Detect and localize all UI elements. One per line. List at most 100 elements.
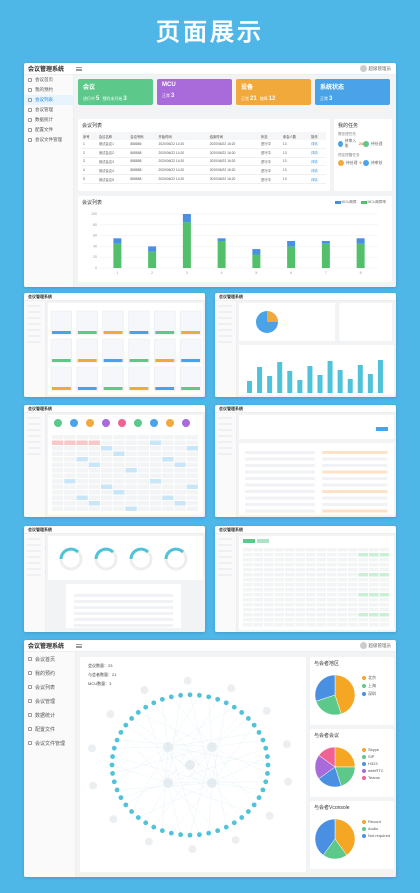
participant-node[interactable]	[110, 754, 115, 759]
search-button[interactable]	[376, 427, 388, 431]
bar-mcu-fault-rate[interactable]	[287, 241, 295, 246]
participant-node[interactable]	[178, 832, 183, 837]
participant-node[interactable]	[257, 795, 262, 800]
stat-card[interactable]: 系统状态 正常3	[315, 79, 390, 105]
participant-node[interactable]	[246, 809, 251, 814]
participant-node[interactable]	[123, 802, 128, 807]
participant-node[interactable]	[188, 833, 193, 838]
participant-node[interactable]	[115, 787, 120, 792]
participant-node[interactable]	[224, 825, 229, 830]
detail-link[interactable]: 详情	[310, 148, 326, 157]
bar-mcu-fault[interactable]	[252, 255, 260, 269]
participant-node[interactable]	[160, 828, 165, 833]
participant-node[interactable]	[246, 716, 251, 721]
participant-node[interactable]	[110, 771, 115, 776]
sidebar-item[interactable]: 会议管理	[24, 694, 75, 708]
participant-node[interactable]	[119, 730, 124, 735]
bar-mcu-fault-rate[interactable]	[148, 246, 156, 251]
participant-node[interactable]	[129, 716, 134, 721]
device-node[interactable]	[109, 815, 117, 823]
participant-node[interactable]	[239, 815, 244, 820]
device-node[interactable]	[88, 744, 96, 752]
stat-card[interactable]: 会议 进行中5 预约未开始3	[78, 79, 153, 105]
participant-node[interactable]	[197, 832, 202, 837]
participant-node[interactable]	[265, 754, 270, 759]
participant-node[interactable]	[265, 771, 270, 776]
menu-toggle-icon[interactable]	[76, 644, 82, 648]
participant-node[interactable]	[239, 710, 244, 715]
device-node[interactable]	[232, 836, 240, 844]
participant-node[interactable]	[261, 787, 266, 792]
sidebar-item[interactable]: 会议列表	[24, 95, 73, 105]
participant-node[interactable]	[252, 723, 257, 728]
sidebar-item[interactable]: 数据统计	[24, 708, 75, 722]
participant-node[interactable]	[178, 693, 183, 698]
device-node[interactable]	[106, 710, 114, 718]
participant-node[interactable]	[136, 815, 141, 820]
sidebar-item[interactable]: 会议首页	[24, 652, 75, 666]
bar-mcu-fault-rate[interactable]	[357, 238, 365, 243]
participant-node[interactable]	[257, 730, 262, 735]
detail-link[interactable]: 详情	[310, 157, 326, 166]
participant-node[interactable]	[266, 763, 271, 768]
stat-card[interactable]: MCU 正常3	[157, 79, 232, 105]
pie-slice[interactable]	[335, 747, 355, 767]
participant-node[interactable]	[215, 697, 220, 702]
participant-node[interactable]	[151, 700, 156, 705]
device-node[interactable]	[266, 812, 274, 820]
participant-node[interactable]	[263, 779, 268, 784]
participant-node[interactable]	[136, 710, 141, 715]
participant-node[interactable]	[143, 820, 148, 825]
sidebar-item[interactable]: 配置文件	[24, 722, 75, 736]
participant-node[interactable]	[197, 693, 202, 698]
participant-node[interactable]	[232, 705, 237, 710]
participant-node[interactable]	[224, 700, 229, 705]
task-item[interactable]: 待审核	[363, 160, 388, 166]
sidebar-item[interactable]: 会议管理	[24, 105, 73, 115]
participant-node[interactable]	[215, 828, 220, 833]
mcu-node[interactable]	[185, 760, 195, 770]
device-node[interactable]	[284, 778, 292, 786]
bar-mcu-fault-rate[interactable]	[218, 238, 226, 241]
participant-node[interactable]	[169, 831, 174, 836]
participant-node[interactable]	[188, 692, 193, 697]
bar-mcu-fault[interactable]	[113, 244, 121, 268]
device-node[interactable]	[227, 684, 235, 692]
task-item[interactable]: 待处理 9	[338, 160, 363, 166]
bar-mcu-fault[interactable]	[322, 244, 330, 268]
bar-mcu-fault[interactable]	[287, 246, 295, 268]
device-node[interactable]	[145, 838, 153, 846]
participant-node[interactable]	[129, 809, 134, 814]
participant-node[interactable]	[232, 820, 237, 825]
sidebar-item[interactable]: 会议文件管理	[24, 135, 73, 145]
bar-mcu-fault-rate[interactable]	[113, 238, 121, 243]
participant-node[interactable]	[112, 779, 117, 784]
menu-toggle-icon[interactable]	[76, 67, 82, 71]
stat-card[interactable]: 设备 正常21 故障12	[236, 79, 311, 105]
bar-mcu-fault-rate[interactable]	[252, 249, 260, 254]
tab-active[interactable]	[243, 539, 255, 543]
task-item[interactable]: 待审入账 23	[338, 139, 363, 149]
bar-mcu-fault[interactable]	[148, 252, 156, 268]
bar-mcu-fault-rate[interactable]	[183, 214, 191, 222]
detail-link[interactable]: 详情	[310, 166, 326, 175]
device-node[interactable]	[188, 845, 196, 853]
participant-node[interactable]	[151, 825, 156, 830]
bar-mcu-fault[interactable]	[218, 241, 226, 268]
sidebar-item[interactable]: 配置文件	[24, 125, 73, 135]
bar-mcu-fault[interactable]	[183, 222, 191, 268]
device-node[interactable]	[283, 740, 291, 748]
detail-link[interactable]: 详情	[310, 175, 326, 184]
participant-node[interactable]	[143, 705, 148, 710]
detail-link[interactable]: 详情	[310, 140, 326, 148]
sidebar-item[interactable]: 我的预约	[24, 666, 75, 680]
sidebar-item[interactable]: 会议首页	[24, 75, 73, 85]
participant-node[interactable]	[115, 738, 120, 743]
participant-node[interactable]	[123, 723, 128, 728]
bar-mcu-fault-rate[interactable]	[322, 241, 330, 244]
sidebar-item[interactable]: 数据统计	[24, 115, 73, 125]
participant-node[interactable]	[160, 697, 165, 702]
participant-node[interactable]	[206, 831, 211, 836]
participant-node[interactable]	[169, 694, 174, 699]
bar-mcu-fault[interactable]	[357, 244, 365, 268]
